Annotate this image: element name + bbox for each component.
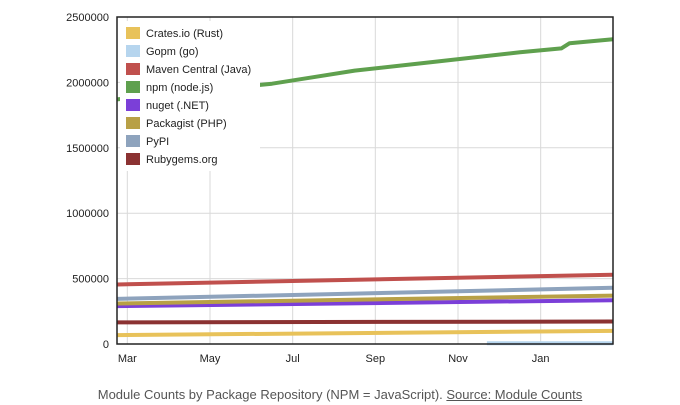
legend-label: Gopm (go) [146,46,199,58]
x-tick-label: Jan [532,353,550,365]
legend-label: Rubygems.org [146,154,218,166]
y-tick-label: 500000 [72,274,109,286]
series-line-crates-io-rust [116,328,614,338]
series-line-packagist-php [116,293,614,306]
legend-label: Packagist (PHP) [146,118,227,130]
series-line-npm-node-js [116,37,614,102]
legend-label: PyPI [146,136,169,148]
y-tick-label: 1500000 [66,143,109,155]
legend-swatch [126,153,140,165]
legend-label: nuget (.NET) [146,100,209,112]
tick-labels: 0 500000 1000000 1500000 2000000 2500000 Mar Ma… [66,12,549,365]
series-line-rubygems-org [116,319,614,325]
caption-text: Module Counts by Package Repository (NPM… [97,387,443,402]
legend-swatch [126,99,140,111]
x-tick-label: Mar [118,353,137,365]
chart: 0 500000 1000000 1500000 2000000 2500000 Mar Ma… [66,12,614,365]
legend-swatch [126,27,140,39]
series-line-nuget-net [116,298,614,309]
legend: Crates.io (Rust) Gopm (go) Maven Central (… [120,21,260,171]
series-line-maven-central-java [116,272,614,287]
legend-swatch [126,117,140,129]
series-line-pypi [116,285,614,301]
legend-label: Crates.io (Rust) [146,28,223,40]
chart-caption: Module Counts by Package Repository (NPM… [0,387,680,402]
plot-frame [116,16,614,345]
source-link[interactable]: Source: Module Counts [446,387,583,402]
y-tick-label: 2500000 [66,12,109,24]
y-tick-label: 2000000 [66,77,109,89]
legend-swatch [126,81,140,93]
legend-swatch [126,135,140,147]
y-tick-label: 1000000 [66,208,109,220]
x-tick-label: Jul [286,353,300,365]
x-tick-label: May [200,353,221,365]
legend-swatch [126,45,140,57]
y-tick-label: 0 [103,339,109,351]
x-tick-label: Nov [448,353,468,365]
legend-swatch [126,63,140,75]
x-tick-label: Sep [366,353,386,365]
legend-label: Maven Central (Java) [146,64,251,76]
legend-label: npm (node.js) [146,82,213,94]
legend-box [120,21,260,171]
